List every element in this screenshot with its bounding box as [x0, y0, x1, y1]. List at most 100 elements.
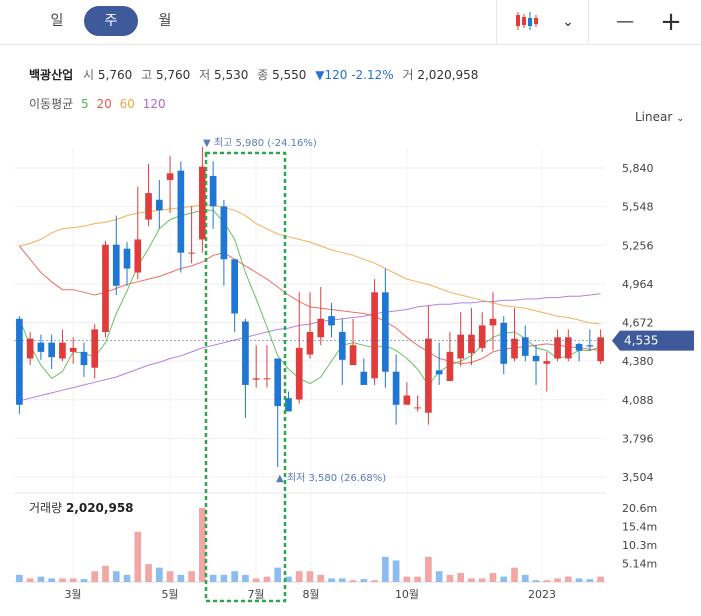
moving-average-legend[interactable]: 이동평균 5 20 60 120: [29, 95, 170, 112]
candle-body: [242, 321, 249, 385]
open-label: 시: [83, 68, 95, 82]
x-tick-label: 3월: [64, 588, 81, 601]
x-tick-label: 2023: [528, 588, 556, 601]
candle-body: [166, 173, 174, 180]
tab-day[interactable]: 일: [50, 13, 64, 29]
volume-bar: [564, 576, 572, 582]
candle-body: [252, 378, 260, 380]
volume-bar: [446, 574, 454, 582]
volume-bar: [317, 574, 325, 582]
volume-bar: [274, 567, 282, 582]
volume-box-label: 거래량: [29, 501, 63, 515]
candle-body: [102, 244, 109, 333]
volume-bar: [188, 571, 195, 582]
zoom-in-button[interactable]: +: [660, 7, 682, 37]
y-tick-label: 3,796: [622, 432, 654, 445]
volume-bar: [112, 571, 120, 582]
volume-bar: [134, 531, 142, 582]
volume-bar: [231, 571, 238, 582]
candle-body: [134, 239, 142, 273]
candle-body: [478, 325, 486, 348]
candle-body: [468, 334, 475, 354]
volume-bar: [554, 578, 561, 582]
ma-20: 20: [96, 97, 112, 111]
volume-bar: [382, 556, 389, 582]
volume-bar: [511, 567, 518, 582]
volume-bar: [489, 573, 497, 582]
volume-bar: [575, 578, 583, 582]
tab-month[interactable]: 월: [158, 13, 172, 29]
candle-body: [521, 337, 529, 356]
chevron-down-icon[interactable]: ⌄: [562, 14, 574, 30]
candle-body: [16, 318, 23, 405]
volume-tick-label: 20.6m: [622, 502, 657, 515]
candle-body: [349, 345, 357, 366]
volume-header: 거래량 2,020,958: [29, 499, 134, 516]
ma-label: 이동평균: [29, 97, 74, 111]
candle-body: [26, 338, 34, 359]
volume-tick-label: 10.3m: [622, 539, 657, 552]
x-tick-label: 8월: [302, 588, 319, 601]
close-value: 5,550: [272, 68, 307, 82]
candle-body: [177, 170, 185, 253]
candle-body: [80, 351, 88, 366]
quote-summary: 백광산업 시 5,760 고 5,760 저 5,530 종 5,550 ▼12…: [29, 66, 483, 83]
candle-body: [338, 332, 346, 360]
candlestick-chart-type-icon[interactable]: [513, 6, 543, 36]
candle-body: [155, 199, 163, 211]
candle-body: [317, 318, 325, 338]
volume-bar: [155, 567, 163, 582]
volume-bar: [199, 508, 206, 582]
volume-bar: [597, 576, 604, 582]
volume-bar: [252, 578, 260, 582]
y-tick-label: 3,504: [622, 471, 654, 484]
volume-bar: [26, 578, 34, 582]
high-label: 고: [141, 68, 153, 82]
candle-body: [123, 248, 131, 269]
candle-body: [306, 332, 314, 355]
volume-label: 거: [402, 68, 414, 82]
x-tick-label: 5월: [161, 588, 178, 601]
candle-body: [371, 292, 378, 379]
candle-body: [414, 407, 421, 409]
toolbar: 일 주 월 ⌄ — +: [0, 0, 701, 45]
volume-bar: [209, 574, 217, 582]
candle-body: [511, 338, 518, 359]
candle-body: [112, 244, 120, 286]
candle-body: [425, 338, 432, 413]
volume-bar: [403, 576, 411, 582]
candle-body: [489, 318, 497, 326]
scale-dropdown[interactable]: Linear ⌄: [635, 110, 685, 124]
candle-body: [328, 316, 335, 326]
open-value: 5,760: [97, 68, 133, 82]
volume-bar: [435, 571, 443, 582]
volume-bar: [91, 571, 99, 582]
candle-body: [564, 337, 572, 359]
candle-body: [199, 166, 206, 240]
high-value: 5,760: [155, 68, 191, 82]
volume-bar: [220, 574, 228, 582]
volume-bar: [586, 579, 594, 582]
volume-value: 2,020,958: [417, 68, 479, 82]
candle-body: [188, 252, 195, 254]
volume-box-value: 2,020,958: [65, 501, 134, 515]
volume-bar: [16, 574, 23, 582]
tab-week[interactable]: 주: [84, 6, 138, 36]
current-price-label: 4,535: [624, 334, 658, 348]
scale-label: Linear: [635, 110, 673, 124]
volume-bar: [285, 576, 292, 582]
volume-bar: [328, 578, 335, 582]
y-tick-label: 4,088: [622, 394, 654, 407]
volume-bar: [102, 565, 109, 582]
ma-120: 120: [142, 97, 166, 111]
y-tick-label: 5,840: [622, 162, 654, 175]
candle-body: [59, 342, 66, 359]
volume-bar: [166, 571, 174, 582]
divider: [588, 0, 589, 44]
zoom-out-button[interactable]: —: [616, 11, 634, 32]
ma-5: 5: [81, 97, 89, 111]
y-tick-label: 5,256: [622, 239, 654, 252]
candle-body: [532, 355, 540, 362]
highlight-box: [204, 151, 287, 603]
